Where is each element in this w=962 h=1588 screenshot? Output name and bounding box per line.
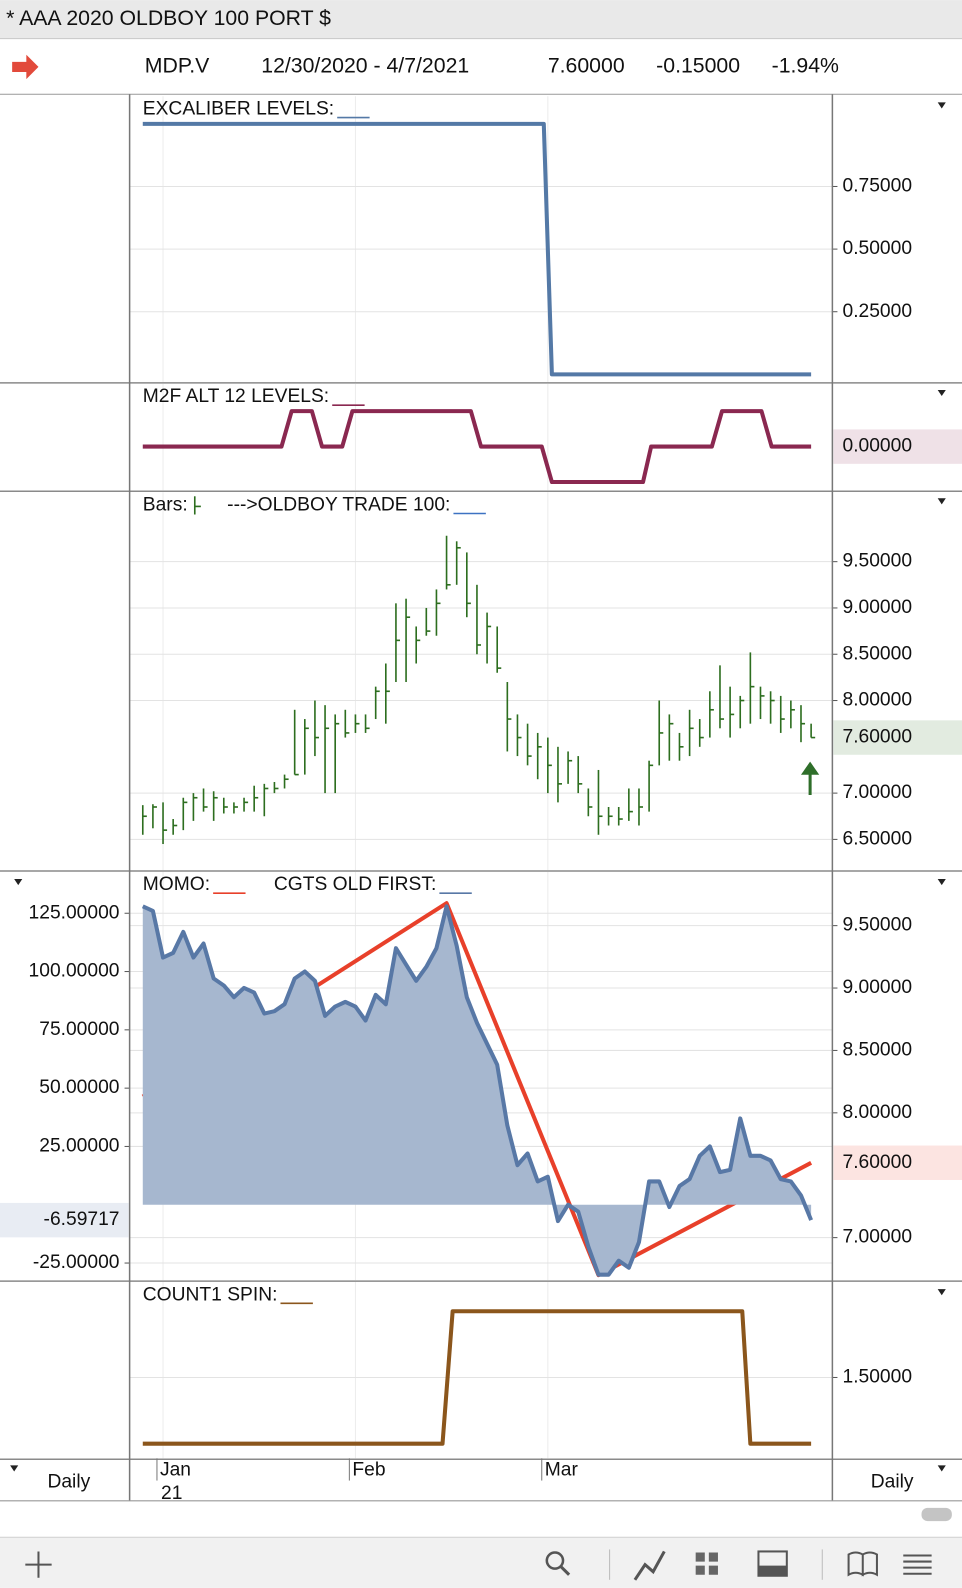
y-tick-label: 0.25000 — [843, 301, 913, 322]
y-tick-label: 50.00000 — [39, 1077, 119, 1098]
x-tick-label: Feb — [352, 1460, 385, 1481]
y-tick-label: 0.50000 — [843, 238, 913, 259]
y-tick-label: 8.50000 — [843, 1040, 913, 1061]
y-tick-label: 25.00000 — [39, 1136, 119, 1157]
series-line — [142, 1309, 812, 1446]
layout-button[interactable] — [758, 1565, 787, 1576]
value-badge-label: 7.60000 — [843, 1152, 913, 1173]
value-badge-label: 0.00000 — [843, 436, 913, 457]
search-button[interactable] — [559, 1565, 571, 1576]
value-badge-label: 7.60000 — [843, 727, 913, 748]
add-button[interactable] — [25, 1551, 52, 1578]
year-label: 21 — [161, 1483, 182, 1504]
window-title: * AAA 2020 OLDBOY 100 PORT $ — [6, 6, 331, 30]
panel-menu[interactable] — [14, 879, 23, 886]
panel-menu[interactable] — [937, 102, 946, 109]
interval-menu[interactable] — [937, 1465, 946, 1472]
y-tick-label: 1.50000 — [843, 1367, 913, 1388]
legend-label: Bars: — [143, 494, 188, 515]
menu-button[interactable] — [903, 1554, 932, 1575]
y-tick-label: 9.00000 — [843, 597, 913, 618]
y-tick-label: 100.00000 — [29, 961, 120, 982]
series-line — [142, 409, 812, 485]
area-fill — [142, 906, 812, 1275]
y-tick-label: 8.00000 — [843, 690, 913, 711]
grid-button[interactable] — [695, 1552, 718, 1575]
legend-label: EXCALIBER LEVELS: — [143, 99, 334, 120]
x-tick-label: Mar — [545, 1460, 579, 1481]
chart-layer: 0.75000 0.50000 0.25000 EXCALIBER LEVELS: 0.… — [0, 94, 962, 1504]
y-tick-label: 9.50000 — [843, 915, 913, 936]
search-button[interactable] — [545, 1551, 565, 1570]
book-button[interactable] — [847, 1551, 878, 1577]
date-range: 12/30/2020 - 4/7/2021 — [261, 54, 469, 78]
change-pct: -1.94% — [772, 54, 839, 78]
chart-button[interactable] — [633, 1550, 666, 1581]
y-tick-label: 7.00000 — [843, 782, 913, 803]
value-badge — [833, 429, 962, 464]
y-tick-label: 75.00000 — [39, 1019, 119, 1040]
interval-right: Daily — [871, 1472, 914, 1493]
legend-label: MOMO: — [143, 874, 210, 895]
decorations — [0, 102, 962, 1588]
series-line — [142, 121, 812, 377]
value-badge — [0, 1202, 129, 1238]
panel-menu[interactable] — [937, 389, 946, 397]
legend-label: M2F ALT 12 LEVELS: — [143, 386, 329, 407]
panel-menu[interactable] — [937, 498, 946, 505]
change: -0.15000 — [656, 54, 740, 78]
last-price: 7.60000 — [548, 54, 625, 78]
x-tick-label: Jan — [160, 1460, 191, 1481]
y-tick-label: 6.50000 — [843, 828, 913, 849]
legend-label: --->OLDBOY TRADE 100: — [227, 494, 450, 515]
y-tick-label: 7.00000 — [843, 1227, 913, 1248]
scrollbar[interactable] — [921, 1507, 952, 1522]
toolbar — [0, 1537, 962, 1588]
y-tick-label: 9.50000 — [843, 551, 913, 572]
y-tick-label: 0.75000 — [843, 176, 913, 197]
interval-left: Daily — [47, 1472, 90, 1493]
panel-menu[interactable] — [937, 879, 946, 886]
arrow-icon[interactable] — [12, 54, 39, 80]
y-tick-label: 125.00000 — [29, 902, 120, 923]
interval-menu[interactable] — [10, 1465, 19, 1472]
value-badge — [833, 720, 962, 755]
value-badge-label: -6.59717 — [44, 1209, 120, 1230]
y-tick-label: 8.00000 — [843, 1102, 913, 1123]
y-tick-label: 9.00000 — [843, 977, 913, 998]
series-line — [141, 904, 813, 1277]
annotation-arrow — [800, 761, 820, 775]
panel-menu[interactable] — [937, 1289, 946, 1296]
symbol: MDP.V — [145, 54, 210, 78]
legend-label: CGTS OLD FIRST: — [274, 874, 436, 895]
legend-label: COUNT1 SPIN: — [143, 1284, 278, 1305]
y-tick-label: -25.00000 — [33, 1252, 120, 1273]
value-badge — [833, 1145, 962, 1180]
y-tick-label: 8.50000 — [843, 643, 913, 664]
title-bar — [0, 0, 962, 39]
